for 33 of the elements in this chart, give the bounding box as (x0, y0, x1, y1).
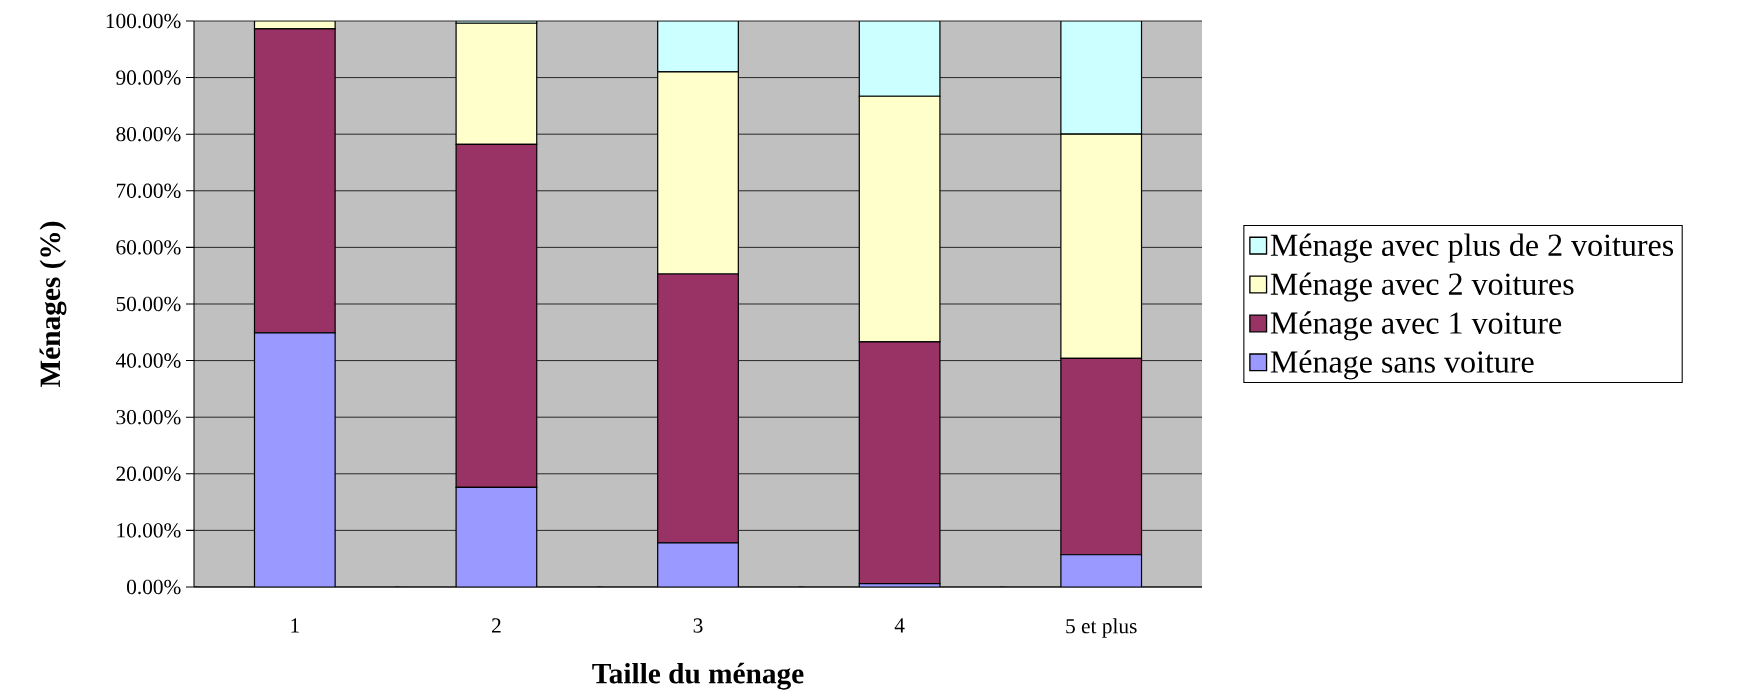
x-axis-title: Taille du ménage (592, 662, 804, 690)
y-tick-label: 100.00% (106, 13, 181, 29)
y-tick-label: 20.00% (116, 466, 181, 482)
y-tick-label: 0.00% (127, 579, 181, 595)
bar (1060, 133, 1143, 359)
bar (657, 542, 739, 587)
bar (657, 20, 739, 73)
bar (455, 486, 538, 587)
y-tick-label: 80.00% (116, 126, 181, 142)
x-tick-label: 1 (291, 618, 299, 633)
bar (858, 95, 941, 343)
y-tick-label: 70.00% (116, 183, 181, 199)
y-tick-label: 60.00% (116, 240, 181, 255)
legend-label: Ménage avec 1 voiture (1270, 311, 1562, 341)
x-tick-label: 3 (693, 618, 703, 633)
y-tick-label: 50.00% (116, 296, 181, 312)
bar (1060, 20, 1143, 135)
y-tick-label: 90.00% (116, 70, 181, 85)
y-axis-title: Ménages (%) (39, 221, 67, 387)
bar (657, 71, 739, 275)
y-tick-label: 40.00% (115, 353, 181, 368)
bar (1060, 554, 1143, 587)
legend-label: Ménage avec plus de 2 voitures (1270, 233, 1674, 263)
y-tick-label: 30.00% (116, 409, 181, 425)
y-tick-label: 10.00% (117, 523, 181, 538)
legend-label: Ménage avec 2 voitures (1270, 272, 1574, 302)
legend-label: Ménage sans voiture (1270, 350, 1534, 380)
bar (455, 22, 538, 145)
x-tick-label: 2 (492, 618, 501, 633)
x-tick-label: 5 et plus (1066, 618, 1137, 638)
bar (253, 332, 336, 587)
bar (858, 20, 941, 97)
x-tick-label: 4 (894, 618, 905, 633)
